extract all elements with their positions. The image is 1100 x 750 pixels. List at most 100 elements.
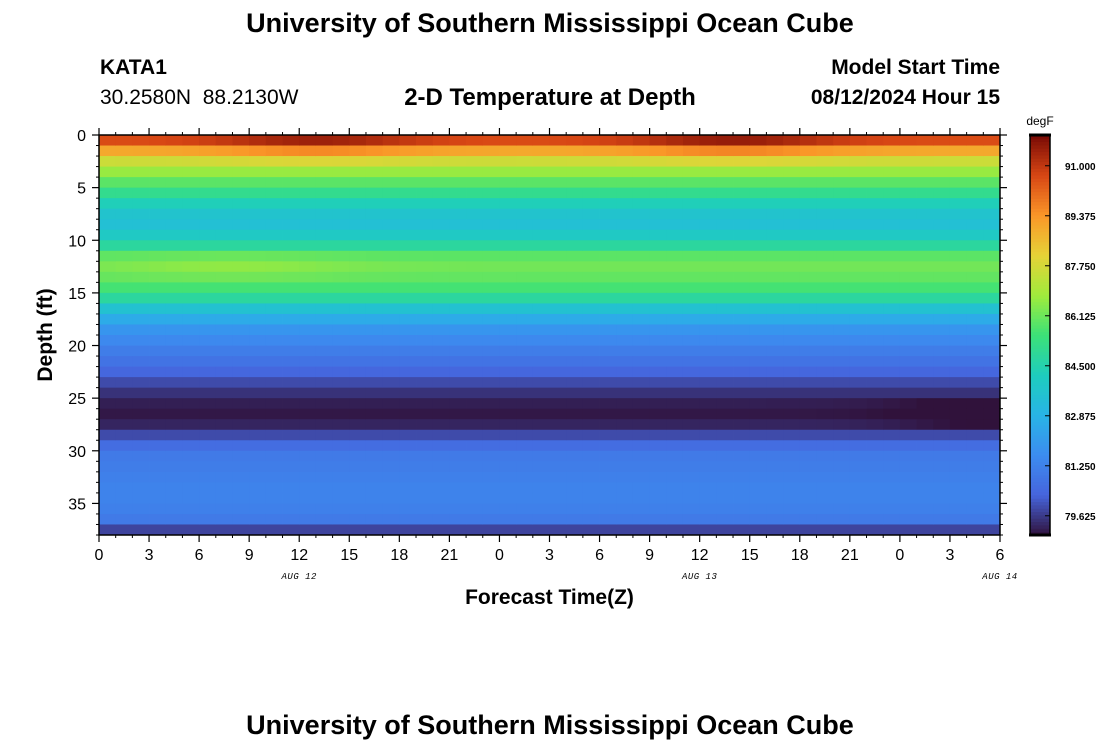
heatmap-cell (449, 398, 466, 409)
heatmap-cell (816, 524, 833, 535)
heatmap-cell (433, 188, 450, 199)
heatmap-cell (816, 388, 833, 399)
heatmap-cell (633, 198, 650, 209)
heatmap-cell (449, 156, 466, 167)
heatmap-cell (900, 135, 917, 146)
heatmap-cell (249, 314, 266, 325)
heatmap-cell (683, 461, 700, 472)
heatmap-cell (99, 356, 116, 367)
heatmap-cell (483, 177, 500, 188)
heatmap-cell (316, 472, 333, 483)
heatmap-cell (199, 272, 216, 283)
heatmap-cell (116, 303, 133, 314)
heatmap-cell (266, 177, 283, 188)
heatmap-cell (983, 146, 1000, 157)
heatmap-cell (800, 303, 817, 314)
heatmap-cell (349, 251, 366, 262)
heatmap-cell (166, 482, 183, 493)
heatmap-cell (366, 314, 383, 325)
heatmap-cell (366, 230, 383, 241)
heatmap-cell (533, 282, 550, 293)
heatmap-cell (349, 188, 366, 199)
heatmap-cell (783, 177, 800, 188)
heatmap-cell (683, 419, 700, 430)
heatmap-cell (232, 156, 249, 167)
heatmap-cell (199, 524, 216, 535)
heatmap-cell (216, 230, 233, 241)
heatmap-cell (983, 177, 1000, 188)
heatmap-cell (499, 514, 516, 525)
heatmap-cell (383, 272, 400, 283)
heatmap-cell (616, 472, 633, 483)
heatmap-cell (550, 314, 567, 325)
heatmap-cell (299, 188, 316, 199)
heatmap-cell (650, 514, 667, 525)
heatmap-cell (883, 146, 900, 157)
heatmap-cell (967, 430, 984, 441)
heatmap-cell (900, 282, 917, 293)
heatmap-cell (149, 524, 166, 535)
heatmap-cell (199, 146, 216, 157)
heatmap-cell (950, 493, 967, 504)
heatmap-cell (449, 377, 466, 388)
heatmap-cell (950, 367, 967, 378)
colorbar-segment (1030, 472, 1050, 476)
heatmap-cell (566, 503, 583, 514)
heatmap-cell (933, 209, 950, 220)
heatmap-cell (783, 167, 800, 178)
heatmap-cell (600, 398, 617, 409)
heatmap-cell (416, 177, 433, 188)
colorbar-segment (1030, 288, 1050, 292)
heatmap-cell (116, 219, 133, 230)
heatmap-cell (733, 198, 750, 209)
heatmap-cell (383, 314, 400, 325)
heatmap-cell (733, 156, 750, 167)
heatmap-cell (433, 409, 450, 420)
heatmap-cell (499, 451, 516, 462)
heatmap-cell (733, 240, 750, 251)
heatmap-cell (600, 167, 617, 178)
heatmap-cell (132, 514, 149, 525)
heatmap-cell (349, 440, 366, 451)
heatmap-cell (766, 440, 783, 451)
heatmap-cell (449, 240, 466, 251)
heatmap-cell (199, 482, 216, 493)
heatmap-cell (616, 188, 633, 199)
heatmap-cell (766, 219, 783, 230)
heatmap-cell (566, 524, 583, 535)
heatmap-cell (499, 135, 516, 146)
heatmap-cell (583, 167, 600, 178)
heatmap-cell (366, 167, 383, 178)
heatmap-cell (249, 167, 266, 178)
heatmap-cell (166, 493, 183, 504)
heatmap-cell (783, 346, 800, 357)
heatmap-cell (499, 261, 516, 272)
heatmap-cell (883, 472, 900, 483)
colorbar-segment (1030, 492, 1050, 496)
heatmap-cell (499, 324, 516, 335)
heatmap-cell (750, 303, 767, 314)
heatmap-cell (950, 388, 967, 399)
heatmap-cell (182, 440, 199, 451)
heatmap-cell (366, 419, 383, 430)
heatmap-cell (867, 346, 884, 357)
heatmap-cell (650, 251, 667, 262)
heatmap-cell (867, 230, 884, 241)
colorbar-segment (1030, 362, 1050, 366)
heatmap-cell (516, 430, 533, 441)
heatmap-cell (116, 514, 133, 525)
heatmap-cell (800, 367, 817, 378)
heatmap-cell (483, 240, 500, 251)
heatmap-cell (833, 293, 850, 304)
heatmap-cell (900, 377, 917, 388)
heatmap-cell (182, 156, 199, 167)
heatmap-cell (666, 409, 683, 420)
heatmap-cell (516, 461, 533, 472)
heatmap-cell (232, 451, 249, 462)
heatmap-cell (650, 430, 667, 441)
heatmap-cell (232, 524, 249, 535)
heatmap-cell (266, 156, 283, 167)
heatmap-cell (800, 156, 817, 167)
heatmap-cell (433, 230, 450, 241)
heatmap-cell (316, 346, 333, 357)
